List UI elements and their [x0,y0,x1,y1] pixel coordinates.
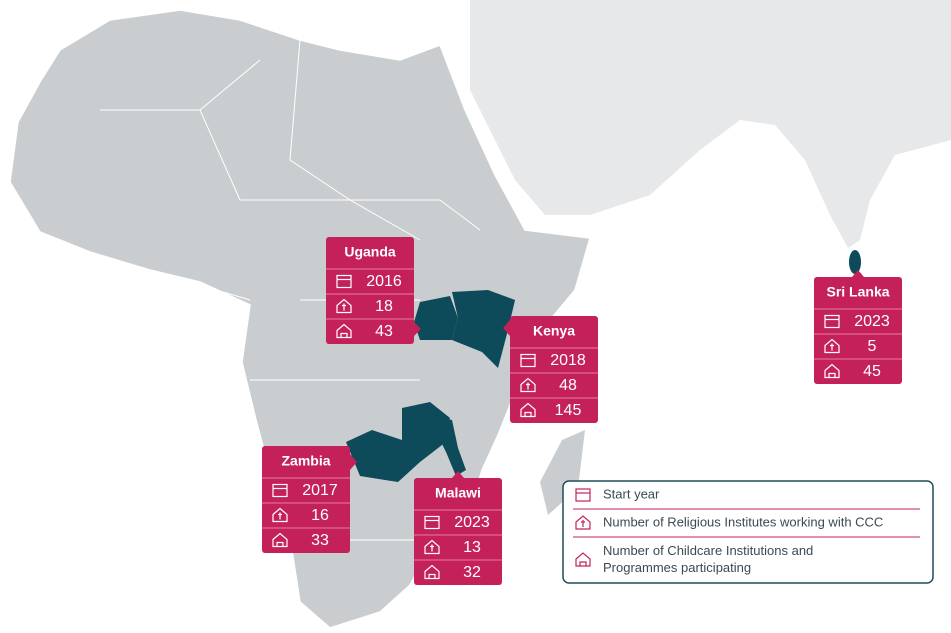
callout-value: 2018 [550,352,586,369]
callout-value: 13 [463,539,481,556]
callouts: Uganda 2016 18 43 Kenya 2018 48 145 Zambia 2017 16… [262,237,902,585]
country-name: Malawi [435,485,481,501]
callout-box [326,237,414,344]
callout-value: 2023 [454,514,490,531]
legend-label-line: Number of Childcare Institutions and [603,543,813,558]
legend: Start year Number of Religious Institutes… [562,480,934,584]
childcare-icon [575,552,591,567]
calendar-icon [824,314,840,329]
callout: Kenya 2018 48 145 [503,316,598,423]
zambia [346,402,450,482]
malawi [440,418,466,476]
childcare-icon [520,402,536,418]
legend-label-line: Programmes participating [603,560,751,575]
childcare-icon [824,363,840,379]
country-name: Sri Lanka [826,284,889,300]
callout-value: 16 [311,507,329,524]
callout-pointer [852,270,864,277]
legend-label: Number of Childcare Institutions and Prog… [603,543,813,575]
religious-icon [424,539,440,555]
madagascar [540,430,585,515]
calendar-icon [520,353,536,368]
religious-icon [575,515,591,530]
asia [470,0,951,248]
callout-box [510,316,598,423]
calendar-icon [272,483,288,498]
callout-value: 43 [375,323,393,340]
religious-icon [272,507,288,523]
callout-pointer [350,454,357,470]
callout-value: 18 [375,298,393,315]
legend-box [562,480,934,584]
callout-value: 2023 [854,313,890,330]
callout-value: 45 [863,363,881,380]
country-name: Uganda [344,244,396,260]
childcare-icon [336,323,352,339]
callout-pointer [414,322,421,336]
callout: Malawi 2023 13 32 [414,471,502,585]
calendar-icon [336,274,352,289]
childcare-icon [272,532,288,548]
kenya [452,290,515,368]
religious-icon [336,298,352,314]
callout-pointer [452,471,464,478]
religious-icon [520,377,536,393]
childcare-icon [424,564,440,580]
country-name: Zambia [281,453,330,469]
legend-label: Number of Religious Institutes working w… [603,514,883,529]
legend-label: Start year [603,486,660,501]
callout-value: 2016 [366,273,402,290]
calendar-icon [424,515,440,530]
callout-box [262,446,350,553]
callout-value: 48 [559,377,577,394]
callout-pointer [503,320,510,336]
basemap [9,0,951,629]
callout: Uganda 2016 18 43 [326,237,421,344]
callout-box [414,478,502,585]
callout-value: 2017 [302,482,338,499]
religious-icon [824,338,840,354]
sri-lanka [849,250,861,274]
callout: Zambia 2017 16 33 [262,446,357,553]
callout-box [814,277,902,384]
uganda [414,296,458,340]
callout-value: 145 [555,402,582,419]
calendar-icon [575,488,591,502]
callout-value: 5 [868,338,877,355]
callout: Sri Lanka 2023 5 45 [814,270,902,384]
callout-value: 33 [311,532,329,549]
callout-value: 32 [463,564,481,581]
country-name: Kenya [533,323,575,339]
